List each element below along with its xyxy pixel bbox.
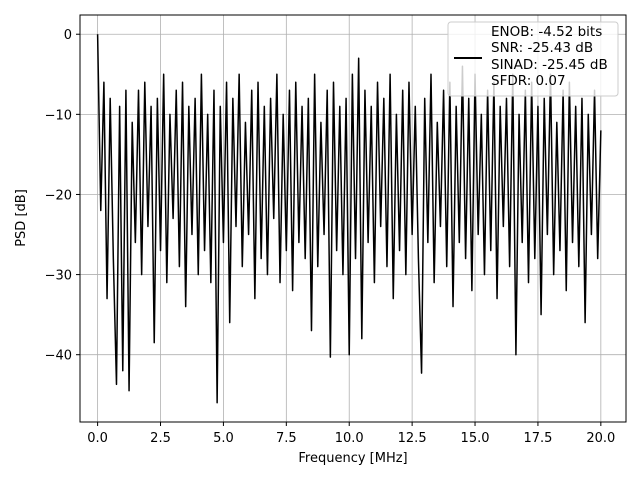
x-tick-label: 17.5 bbox=[523, 431, 552, 446]
y-tick-label: 0 bbox=[64, 28, 72, 43]
x-axis-label: Frequency [MHz] bbox=[298, 451, 407, 466]
legend-box bbox=[447, 21, 619, 97]
legend bbox=[447, 21, 619, 97]
y-tick-label: −40 bbox=[45, 349, 72, 364]
axes-frame bbox=[79, 14, 627, 423]
plot-area bbox=[96, 34, 602, 404]
x-tick-label: 15.0 bbox=[461, 431, 490, 446]
y-tick-label: −10 bbox=[45, 108, 72, 123]
x-tick-label: 0.0 bbox=[87, 431, 108, 446]
x-tick-label: 20.0 bbox=[586, 431, 615, 446]
x-tick-label: 5.0 bbox=[213, 431, 234, 446]
x-tick-label: 12.5 bbox=[398, 431, 427, 446]
y-tick-label: −30 bbox=[45, 269, 72, 284]
x-tick-label: 10.0 bbox=[335, 431, 364, 446]
psd-line bbox=[96, 34, 602, 404]
y-tick-label: −20 bbox=[45, 188, 72, 203]
legend-label: ENOB: -4.52 bits SNR: -25.43 dB SINAD: -… bbox=[491, 24, 608, 90]
y-axis-label: PSD [dB] bbox=[14, 189, 29, 247]
x-tick-label: 7.5 bbox=[276, 431, 297, 446]
x-tick-label: 2.5 bbox=[150, 431, 171, 446]
